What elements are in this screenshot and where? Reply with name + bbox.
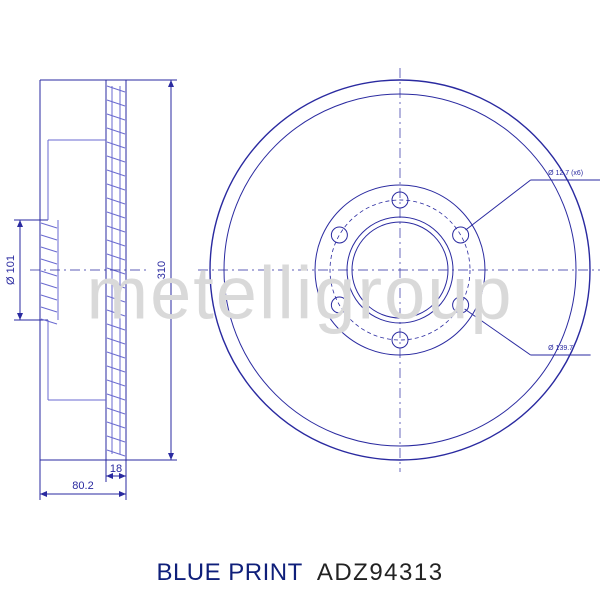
svg-text:310: 310 bbox=[156, 261, 168, 279]
technical-drawing: Ø 12.7 (x6) Ø 139.7 310 Ø 101 80.2 18 bbox=[0, 0, 600, 545]
svg-text:Ø 139.7: Ø 139.7 bbox=[548, 345, 573, 352]
part-number: ADZ94313 bbox=[317, 559, 444, 587]
svg-text:80.2: 80.2 bbox=[72, 480, 93, 492]
svg-text:Ø 101: Ø 101 bbox=[5, 255, 17, 285]
brand-label: BLUE PRINT bbox=[156, 559, 302, 587]
svg-text:18: 18 bbox=[110, 463, 122, 475]
svg-text:Ø 12.7 (x6): Ø 12.7 (x6) bbox=[548, 170, 583, 177]
footer: BLUE PRINT ADZ94313 bbox=[0, 545, 600, 600]
